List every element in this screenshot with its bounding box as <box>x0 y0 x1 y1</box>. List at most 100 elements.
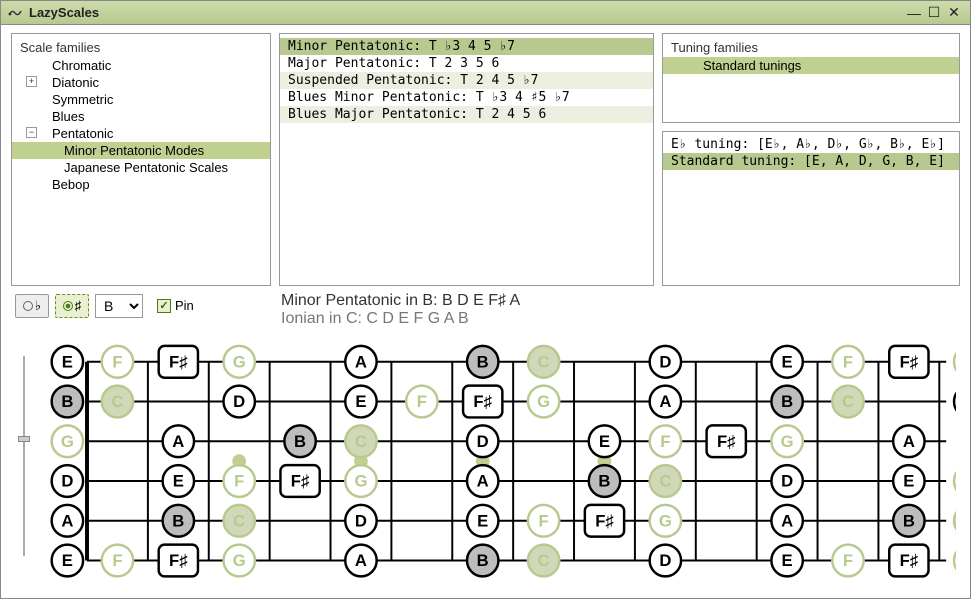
tree-toggle-icon[interactable]: + <box>26 76 37 87</box>
svg-text:F♯: F♯ <box>900 551 919 570</box>
scale-line-1: Minor Pentatonic in B: B D E F♯ A <box>281 292 520 310</box>
tree-item[interactable]: −Pentatonic <box>12 125 270 142</box>
svg-text:D: D <box>781 471 793 490</box>
svg-text:D: D <box>477 431 489 450</box>
svg-text:B: B <box>61 392 73 411</box>
svg-text:F♯: F♯ <box>169 551 188 570</box>
svg-text:G: G <box>61 431 74 450</box>
svg-text:B: B <box>598 471 610 490</box>
svg-text:D: D <box>61 471 73 490</box>
flat-toggle[interactable]: ♭ <box>15 294 49 318</box>
tree-item[interactable]: Symmetric <box>12 91 270 108</box>
tuning-item[interactable]: Standard tuning: [E, A, D, G, B, E] <box>663 153 959 170</box>
tuning-family-item[interactable]: Standard tunings <box>663 57 959 74</box>
svg-text:B: B <box>172 511 184 530</box>
svg-text:C: C <box>538 551 550 570</box>
svg-text:A: A <box>61 511 73 530</box>
svg-text:D: D <box>355 511 367 530</box>
svg-text:F♯: F♯ <box>595 511 614 530</box>
tree-item[interactable]: +Diatonic <box>12 74 270 91</box>
app-icon <box>7 5 23 21</box>
svg-text:E: E <box>903 471 914 490</box>
tuning-item[interactable]: E♭ tuning: [E♭, A♭, D♭, G♭, B♭, E♭] <box>663 136 959 153</box>
pin-checkbox[interactable]: ✓Pin <box>157 298 194 313</box>
svg-text:A: A <box>903 431 915 450</box>
svg-text:E: E <box>62 551 73 570</box>
close-button[interactable]: ✕ <box>944 5 964 21</box>
svg-text:D: D <box>659 551 671 570</box>
svg-text:B: B <box>781 392 793 411</box>
svg-text:A: A <box>477 471 489 490</box>
svg-text:G: G <box>781 431 794 450</box>
svg-text:F: F <box>234 471 244 490</box>
key-select[interactable]: AA♯BCC♯DD♯EFF♯GG♯ <box>95 294 143 318</box>
scales-list-panel: Minor Pentatonic: T ♭3 4 5 ♭7Major Penta… <box>279 33 654 286</box>
scale-display: Minor Pentatonic in B: B D E F♯ A Ionian… <box>281 286 520 328</box>
svg-text:E: E <box>599 431 610 450</box>
svg-text:E: E <box>477 511 488 530</box>
svg-text:G: G <box>233 352 246 371</box>
svg-text:F♯: F♯ <box>473 392 492 411</box>
svg-text:B: B <box>477 551 489 570</box>
svg-text:B: B <box>294 431 306 450</box>
svg-text:C: C <box>842 392 854 411</box>
controls-row: ♭ ♯ AA♯BCC♯DD♯EFF♯GG♯ ✓Pin <box>11 286 281 322</box>
scale-families-panel: Scale families Chromatic+DiatonicSymmetr… <box>11 33 271 286</box>
scale-families-header: Scale families <box>12 38 270 57</box>
fretboard: E F F♯ G A B C D E F F♯ G B C D E F F♯ G A B C D G A B C D E F F♯ G A D E F… <box>33 332 956 590</box>
tree-toggle-icon[interactable]: − <box>26 127 37 138</box>
svg-text:F: F <box>417 392 427 411</box>
svg-text:A: A <box>172 431 184 450</box>
svg-text:C: C <box>111 392 123 411</box>
tuning-families-panel: Tuning families Standard tunings <box>662 33 960 123</box>
svg-text:F: F <box>660 431 670 450</box>
tree-item[interactable]: Minor Pentatonic Modes <box>12 142 270 159</box>
svg-text:E: E <box>173 471 184 490</box>
svg-text:A: A <box>355 551 367 570</box>
svg-text:A: A <box>659 392 671 411</box>
svg-text:F♯: F♯ <box>717 431 736 450</box>
scale-line-2: Ionian in C: C D E F G A B <box>281 310 520 328</box>
sharp-toggle[interactable]: ♯ <box>55 294 89 318</box>
svg-text:A: A <box>781 511 793 530</box>
svg-text:B: B <box>477 352 489 371</box>
svg-text:G: G <box>233 551 246 570</box>
svg-text:G: G <box>659 511 672 530</box>
svg-text:G: G <box>537 392 550 411</box>
svg-text:C: C <box>233 511 245 530</box>
titlebar: LazyScales — ☐ ✕ <box>1 1 970 25</box>
svg-text:D: D <box>233 392 245 411</box>
scale-list-item[interactable]: Minor Pentatonic: T ♭3 4 5 ♭7 <box>280 38 653 55</box>
scale-list-item[interactable]: Major Pentatonic: T 2 3 5 6 <box>280 55 653 72</box>
tree-item[interactable]: Chromatic <box>12 57 270 74</box>
svg-text:F: F <box>112 551 122 570</box>
minimize-button[interactable]: — <box>904 5 924 21</box>
svg-text:D: D <box>659 352 671 371</box>
svg-text:F: F <box>843 551 853 570</box>
svg-text:F: F <box>112 352 122 371</box>
tree-item[interactable]: Japanese Pentatonic Scales <box>12 159 270 176</box>
tunings-panel: E♭ tuning: [E♭, A♭, D♭, G♭, B♭, E♭]Stand… <box>662 131 960 286</box>
svg-text:F: F <box>538 511 548 530</box>
fretboard-slider[interactable] <box>15 332 33 590</box>
svg-text:C: C <box>538 352 550 371</box>
svg-text:A: A <box>355 352 367 371</box>
scale-list-item[interactable]: Suspended Pentatonic: T 2 4 5 ♭7 <box>280 72 653 89</box>
tree-item[interactable]: Blues <box>12 108 270 125</box>
scale-families-tree: Chromatic+DiatonicSymmetricBlues−Pentato… <box>12 57 270 193</box>
svg-text:E: E <box>782 352 793 371</box>
svg-text:F♯: F♯ <box>900 352 919 371</box>
svg-text:F♯: F♯ <box>291 471 310 490</box>
tuning-families-header: Tuning families <box>663 38 959 57</box>
scale-list-item[interactable]: Blues Minor Pentatonic: T ♭3 4 ♯5 ♭7 <box>280 89 653 106</box>
svg-text:C: C <box>659 471 671 490</box>
window-title: LazyScales <box>29 5 904 20</box>
svg-text:F: F <box>843 352 853 371</box>
svg-text:E: E <box>782 551 793 570</box>
tree-item[interactable]: Bebop <box>12 176 270 193</box>
scale-list-item[interactable]: Blues Major Pentatonic: T 2 4 5 6 <box>280 106 653 123</box>
svg-text:E: E <box>62 352 73 371</box>
svg-text:G: G <box>354 471 367 490</box>
svg-text:F♯: F♯ <box>169 352 188 371</box>
maximize-button[interactable]: ☐ <box>924 5 944 21</box>
